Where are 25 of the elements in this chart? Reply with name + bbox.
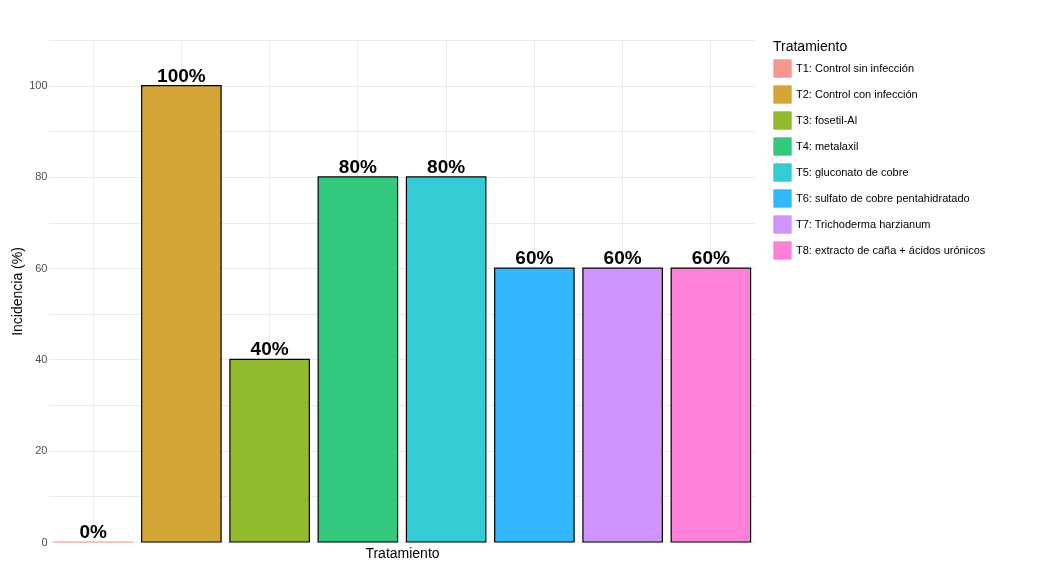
- data-label: 60%: [691, 247, 730, 269]
- legend-label: T5: gluconato de cobre: [796, 165, 909, 178]
- legend-label: T8: extracto de caña + ácidos urónicos: [796, 243, 986, 256]
- legend-label: T4: metalaxil: [796, 139, 859, 152]
- y-tick-label: 80: [35, 170, 48, 183]
- x-axis-title: Tratamiento: [365, 544, 440, 561]
- data-label: 60%: [515, 247, 554, 269]
- data-label: 0%: [79, 521, 107, 542]
- data-label: 80%: [338, 155, 377, 177]
- legend-title: Tratamiento: [773, 38, 848, 54]
- y-tick-label: 40: [35, 352, 48, 365]
- legend-label: T3: fosetil-Al: [796, 113, 858, 126]
- y-axis-title: Incidencia (%): [9, 247, 26, 336]
- y-tick-label: 20: [35, 444, 48, 457]
- data-label: 40%: [250, 338, 289, 360]
- legend-label: T2: Control con infección: [796, 87, 918, 100]
- y-tick-label: 100: [29, 79, 48, 92]
- data-label: 100%: [157, 64, 206, 86]
- legend-label: T1: Control sin infección: [796, 61, 914, 74]
- legend-label: T6: sulfato de cobre pentahidratado: [796, 191, 970, 204]
- y-tick-label: 0: [41, 535, 48, 548]
- y-tick-label: 60: [35, 261, 48, 274]
- data-label: 80%: [427, 155, 466, 177]
- legend-label: T7: Trichoderma harzianum: [796, 217, 931, 230]
- data-label: 60%: [603, 247, 642, 269]
